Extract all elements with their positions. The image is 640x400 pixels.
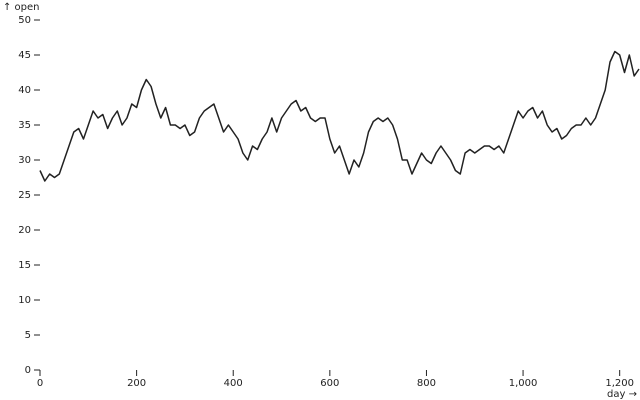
line — [39, 50, 640, 182]
y-tick-label: 5 — [25, 330, 31, 341]
x-tick-label: 800 — [417, 378, 436, 389]
x-tick-label: 1,000 — [509, 378, 538, 389]
y-tick-label: 10 — [18, 295, 31, 306]
y-tick-label: 40 — [18, 85, 31, 96]
x-tick-label: 0 — [37, 378, 43, 389]
y-tick-label: 45 — [18, 50, 31, 61]
y-tick-label: 50 — [18, 15, 31, 26]
x-axis-label: day → — [607, 389, 637, 400]
y-tick-label: 0 — [25, 365, 31, 376]
y-tick-label: 30 — [18, 155, 31, 166]
x-tick-label: 400 — [224, 378, 243, 389]
y-tick-label: 20 — [18, 225, 31, 236]
x-tick-label: 200 — [127, 378, 146, 389]
y-tick-label: 35 — [18, 120, 31, 131]
y-axis-label: ↑ open — [3, 2, 40, 13]
y-tick-label: 15 — [18, 260, 31, 271]
x-tick-label: 1,200 — [605, 378, 634, 389]
x-tick-label: 600 — [320, 378, 339, 389]
y-tick-label: 25 — [18, 190, 31, 201]
